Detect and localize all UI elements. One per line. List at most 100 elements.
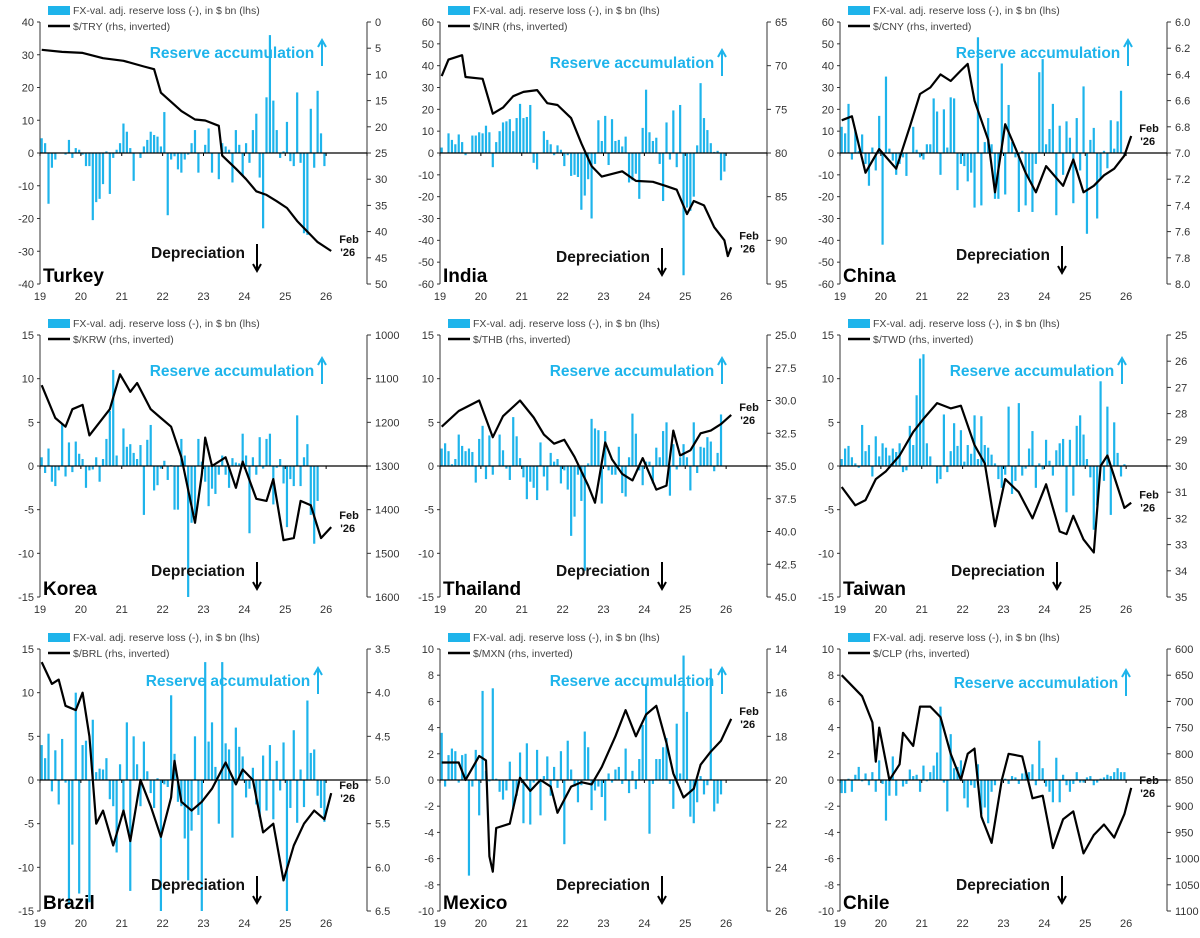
x-tick-label: 24	[238, 918, 250, 930]
reserve-bar	[40, 457, 43, 466]
reserve-bar	[1119, 90, 1123, 153]
reserve-bar	[244, 455, 248, 466]
right-tick-label: 1100	[1175, 906, 1199, 918]
reserve-bar	[495, 142, 498, 153]
reserve-bar	[847, 103, 850, 153]
reserve-bar	[634, 433, 637, 466]
x-tick-label: 22	[957, 918, 969, 930]
reserve-bar	[915, 395, 918, 466]
x-tick-label: 20	[875, 291, 887, 303]
arrow-down-icon	[657, 248, 667, 278]
country-title: Chile	[843, 893, 889, 914]
reserve-bar	[135, 764, 139, 780]
reserve-bar	[1021, 466, 1024, 476]
reserve-bar	[464, 753, 467, 780]
reserve-bar	[54, 466, 57, 487]
reserve-bar	[942, 780, 945, 783]
reserve-bar	[1010, 466, 1014, 494]
reserve-bar	[1027, 448, 1031, 466]
left-tick-label: 4	[828, 723, 834, 735]
reserve-bar	[878, 115, 881, 153]
depreciation-label: Depreciation	[956, 247, 1050, 264]
chart-panel-india: 60 50 40 30 20 10 0 -10 -20 -30 -40 -50 -60 65 70 75 80 8…	[418, 5, 787, 303]
right-tick-label: 3.5	[375, 644, 390, 656]
reserve-bar	[713, 780, 716, 812]
right-tick-label: 37.5	[775, 494, 796, 506]
right-tick-label: 7.0	[1175, 148, 1190, 160]
reserve-bar	[1034, 780, 1037, 786]
x-tick-label: 23	[197, 918, 209, 930]
reserve-bar	[905, 780, 908, 784]
reserve-bar	[268, 745, 272, 780]
reserve-bar	[91, 466, 94, 470]
reserve-bar	[450, 139, 454, 153]
reserve-bar	[857, 766, 860, 780]
reserve-bar	[610, 466, 614, 475]
left-tick-label: -2	[424, 801, 434, 813]
reserve-bar	[1123, 772, 1126, 780]
end-date-label-month: Feb	[339, 510, 359, 522]
reserve-bar	[1106, 406, 1109, 466]
reserve-bar	[210, 722, 214, 780]
reserve-bar	[706, 780, 709, 786]
reserve-bar	[539, 442, 542, 466]
reserve-bar	[156, 778, 159, 780]
x-tick-label: 23	[997, 291, 1009, 303]
left-tick-label: -10	[418, 906, 434, 918]
reserve-bar	[959, 760, 963, 780]
reserve-bar	[970, 453, 973, 466]
reserve-bar	[204, 662, 207, 780]
reserve-bar	[74, 441, 77, 466]
arrow-down-icon	[1057, 876, 1067, 906]
left-tick-label: -6	[824, 854, 834, 866]
legend-bar-swatch	[48, 6, 70, 15]
x-tick-label: 24	[638, 918, 650, 930]
left-tick-label: 50	[822, 39, 834, 51]
reserve-bar	[976, 37, 980, 153]
reserve-bar	[71, 153, 74, 158]
left-tick-label: -10	[818, 548, 834, 560]
right-tick-label: 35.0	[775, 461, 796, 473]
end-date-label-month: Feb	[1139, 775, 1159, 787]
reserve-bar	[227, 149, 231, 153]
reserve-bar	[44, 466, 47, 473]
reserve-bar	[467, 780, 471, 876]
reserve-bar	[1031, 153, 1034, 212]
legend-line-label: $/CLP (rhs, inverted)	[873, 648, 970, 660]
reserve-bar	[682, 444, 685, 466]
reserve-bar	[306, 444, 309, 466]
country-title: Thailand	[443, 579, 521, 600]
reserve-bar	[529, 780, 532, 825]
reserve-bar	[990, 144, 993, 153]
reserve-bar	[84, 740, 88, 780]
reserve-bar	[156, 466, 159, 486]
reserve-bar	[319, 780, 323, 808]
reserve-bar	[285, 121, 289, 153]
fx-rate-line	[40, 373, 333, 542]
x-tick-label: 19	[34, 604, 46, 616]
reserve-bar	[488, 435, 491, 466]
reserve-bar	[248, 780, 251, 789]
reserve-bar	[508, 761, 511, 780]
x-tick-label: 25	[679, 604, 691, 616]
country-title: Taiwan	[843, 579, 906, 600]
reserve-bar	[702, 780, 706, 795]
reserve-bar	[546, 756, 549, 780]
reserve-bar	[115, 149, 118, 153]
reserve-bar	[884, 780, 888, 821]
country-title: Brazil	[43, 893, 95, 914]
right-tick-label: 50	[375, 279, 387, 291]
reserve-bar	[40, 138, 43, 153]
reserve-bar	[1051, 466, 1054, 476]
right-tick-label: 700	[1175, 696, 1193, 708]
reserve-bar	[631, 413, 634, 466]
end-date-label-month: Feb	[739, 706, 759, 718]
reserve-bar	[484, 125, 488, 153]
country-title: Korea	[43, 579, 97, 600]
reserve-bar	[447, 451, 450, 466]
reserve-bar	[306, 700, 309, 780]
left-tick-label: -60	[818, 279, 834, 291]
reserve-bar	[918, 358, 922, 466]
left-tick-label: 15	[422, 330, 434, 342]
reserve-bar	[706, 437, 709, 466]
